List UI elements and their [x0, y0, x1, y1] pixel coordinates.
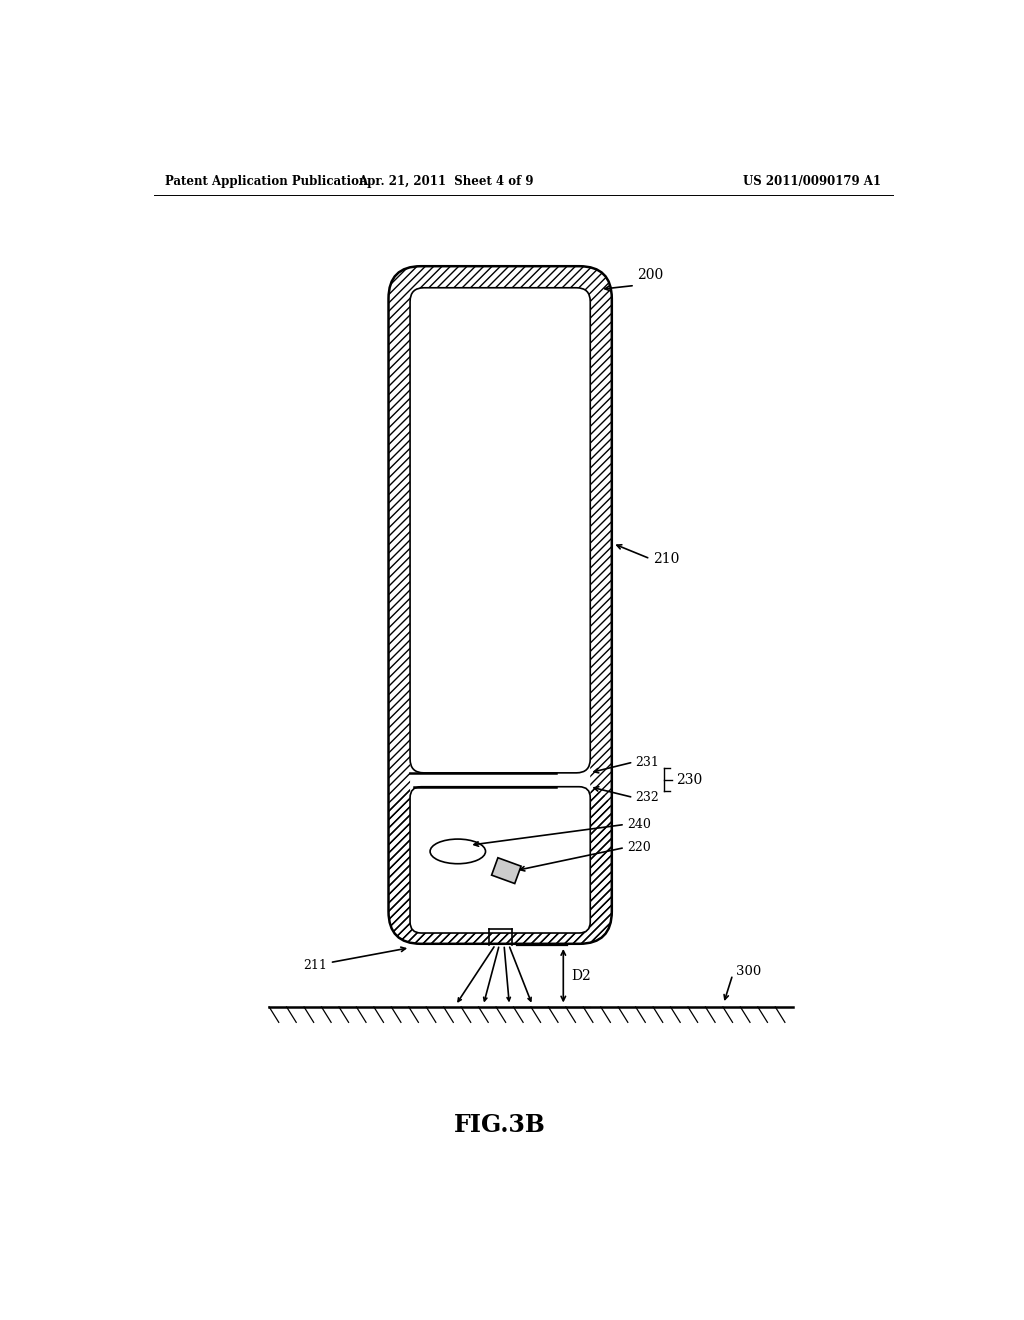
- Text: 231: 231: [635, 755, 658, 768]
- FancyBboxPatch shape: [388, 267, 611, 944]
- Text: 220: 220: [628, 841, 651, 854]
- Text: 210: 210: [652, 552, 679, 566]
- Ellipse shape: [430, 840, 485, 863]
- Text: US 2011/0090179 A1: US 2011/0090179 A1: [743, 176, 882, 187]
- Text: Patent Application Publication: Patent Application Publication: [165, 176, 368, 187]
- Text: FIG.3B: FIG.3B: [455, 1113, 546, 1137]
- Text: 200: 200: [637, 268, 664, 281]
- Text: 240: 240: [628, 818, 651, 832]
- Text: 230: 230: [676, 772, 702, 787]
- Text: 232: 232: [635, 791, 658, 804]
- Text: 211: 211: [303, 948, 406, 972]
- FancyBboxPatch shape: [410, 787, 590, 933]
- FancyBboxPatch shape: [410, 288, 590, 774]
- Text: Apr. 21, 2011  Sheet 4 of 9: Apr. 21, 2011 Sheet 4 of 9: [358, 176, 534, 187]
- Polygon shape: [492, 858, 521, 883]
- FancyBboxPatch shape: [410, 288, 590, 923]
- Text: D2: D2: [571, 969, 591, 983]
- Text: 300: 300: [736, 965, 761, 978]
